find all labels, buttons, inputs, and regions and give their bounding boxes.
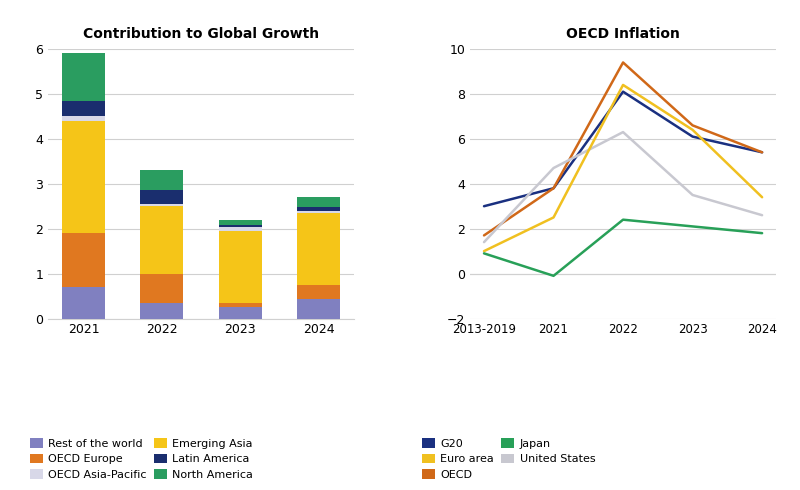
Bar — [140, 204, 183, 206]
Euro area — [758, 194, 767, 200]
Bar — [62, 116, 105, 121]
Line: Euro area: Euro area — [484, 85, 762, 251]
United States — [618, 129, 628, 135]
Bar — [62, 121, 105, 233]
OECD — [758, 149, 767, 155]
G20 — [618, 89, 628, 95]
Bar — [218, 231, 262, 303]
United States — [758, 212, 767, 218]
G20 — [549, 185, 558, 191]
Euro area — [688, 127, 698, 133]
Bar — [62, 100, 105, 117]
United States — [688, 192, 698, 198]
Bar — [62, 233, 105, 287]
Bar — [218, 225, 262, 227]
Bar — [140, 303, 183, 318]
Line: OECD: OECD — [484, 62, 762, 235]
Bar — [140, 206, 183, 273]
Bar — [297, 211, 340, 213]
Bar — [218, 227, 262, 231]
Legend: Rest of the world, OECD Europe, OECD Asia-Pacific, Emerging Asia, Latin America,: Rest of the world, OECD Europe, OECD Asi… — [30, 439, 254, 480]
Euro area — [479, 248, 489, 254]
Bar — [297, 207, 340, 211]
Euro area — [549, 215, 558, 220]
Bar — [140, 191, 183, 204]
G20 — [758, 149, 767, 155]
Japan — [549, 273, 558, 279]
Bar — [140, 273, 183, 303]
Japan — [758, 230, 767, 236]
Bar — [297, 299, 340, 318]
Bar — [297, 197, 340, 207]
OECD — [479, 232, 489, 238]
Bar — [218, 307, 262, 318]
Title: Contribution to Global Growth: Contribution to Global Growth — [83, 27, 319, 41]
Bar — [218, 303, 262, 307]
Bar — [297, 285, 340, 299]
Bar — [297, 213, 340, 285]
OECD — [549, 185, 558, 191]
G20 — [688, 134, 698, 140]
Line: Japan: Japan — [484, 220, 762, 276]
Japan — [688, 223, 698, 229]
G20 — [479, 203, 489, 209]
Bar — [140, 171, 183, 191]
Japan — [618, 217, 628, 222]
Line: G20: G20 — [484, 92, 762, 206]
United States — [549, 165, 558, 171]
Bar — [62, 53, 105, 100]
Line: United States: United States — [484, 132, 762, 242]
Title: OECD Inflation: OECD Inflation — [566, 27, 680, 41]
OECD — [618, 59, 628, 65]
Bar — [218, 220, 262, 225]
United States — [479, 239, 489, 245]
Japan — [479, 250, 489, 256]
Euro area — [618, 82, 628, 88]
Legend: G20, Euro area, OECD, Japan, United States: G20, Euro area, OECD, Japan, United Stat… — [422, 439, 595, 480]
Bar — [62, 287, 105, 318]
OECD — [688, 122, 698, 128]
